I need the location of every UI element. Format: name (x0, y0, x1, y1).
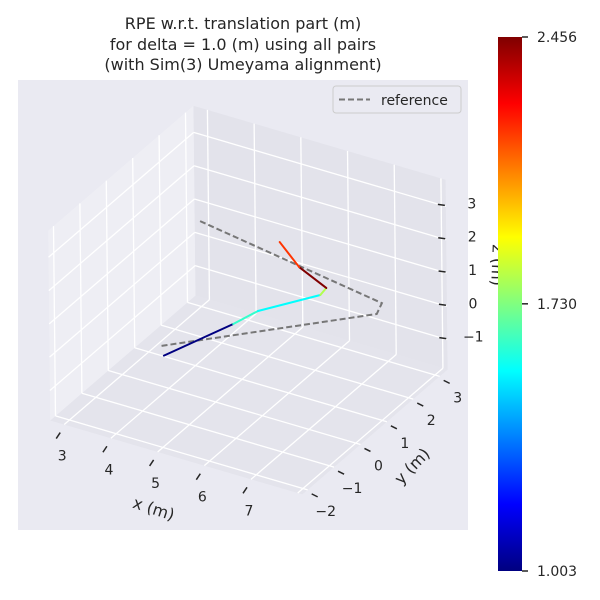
trajectory-segment (257, 293, 322, 312)
grid-y-side (79, 203, 83, 394)
x-tick (242, 486, 248, 494)
grid-y-floor (81, 392, 335, 468)
grid-x-floor (157, 326, 304, 453)
z-tick (437, 203, 445, 207)
z-tick-label: 2 (468, 230, 477, 246)
z-tick-label: 0 (468, 296, 477, 312)
grid-y-side (52, 226, 57, 416)
y-tick-label: 3 (453, 390, 462, 406)
grid-z-back (194, 264, 448, 341)
grid-x-back (393, 164, 397, 355)
grid-y-side (184, 112, 189, 303)
x-tick-label: 7 (245, 503, 254, 519)
legend-box (332, 85, 462, 114)
estimated-trajectory (162, 241, 328, 357)
grid-x-back (253, 123, 257, 314)
x-tick-label: 4 (104, 462, 113, 478)
grid-z-back (194, 231, 448, 307)
trajectory-segment (232, 309, 260, 326)
y-tick (337, 470, 345, 475)
x-tick (55, 432, 61, 439)
grid-z-side (48, 165, 195, 292)
grid-y-floor (55, 415, 308, 491)
trajectory-segment (278, 241, 301, 269)
colorbar-gradient (498, 37, 522, 571)
grid-y-floor (187, 301, 440, 378)
z-tick-label: 1 (468, 263, 477, 279)
colorbar-tick-label: 1.003 (537, 564, 577, 580)
grid-z-side (49, 231, 196, 358)
grid-z-back (193, 165, 447, 241)
x-tick (148, 459, 155, 467)
reference-line (159, 220, 384, 348)
grid-x-floor (250, 354, 397, 480)
chart-title-line-3: (with Sim(3) Umeyama alignment) (104, 55, 381, 74)
reference-trajectory (159, 220, 384, 348)
y-tick-label: −2 (315, 504, 336, 520)
grid-z-side (48, 131, 195, 258)
grid-y-side (132, 157, 136, 348)
y-tick-label: 0 (374, 458, 383, 474)
x-tick-label: 5 (151, 476, 160, 492)
y-tick (390, 425, 398, 430)
z-tick (438, 236, 446, 240)
grid-y-floor (108, 369, 361, 446)
grid-z-side (49, 265, 196, 391)
grid-z-side (48, 198, 195, 325)
back-pane (193, 105, 448, 370)
tick-labels: 3 4 5 6 7 −2 −1 0 1 2 3 −1 0 1 2 3 (58, 196, 484, 519)
z-tick (438, 303, 447, 307)
grid-x-floor (203, 340, 350, 467)
trajectory-segment (162, 323, 235, 357)
y-tick (416, 402, 424, 407)
z-tick-label: 3 (467, 196, 476, 212)
grid-x-floor (110, 312, 257, 439)
grid-y-side (158, 135, 162, 326)
chart-title-line-2: for delta = 1.0 (m) using all pairs (110, 35, 376, 54)
grid-z-back (194, 198, 447, 274)
axes-panes (48, 105, 448, 495)
grid-x-back (206, 109, 211, 300)
tick-marks (55, 203, 451, 498)
colorbar: 1.003 1.730 2.456 (498, 30, 577, 580)
chart-title-line-1: RPE w.r.t. translation part (m) (125, 14, 361, 33)
grid-x-floor (297, 367, 444, 494)
x-tick (102, 445, 108, 453)
z-tick (439, 336, 447, 340)
grid-x-back (346, 150, 351, 341)
x-tick (195, 473, 201, 481)
colorbar-tick-label: 1.730 (537, 297, 577, 313)
y-tick-label: 2 (427, 413, 436, 429)
grid-x-back (440, 178, 444, 369)
grid-z-back (193, 131, 447, 208)
y-tick-label: 1 (400, 436, 409, 452)
z-tick-label: −1 (463, 330, 484, 346)
trajectory-segment (319, 286, 328, 296)
y-tick-label: −1 (342, 481, 363, 497)
colorbar-tick-label: 2.456 (537, 30, 577, 46)
grid-lines (48, 109, 448, 494)
y-tick (443, 379, 451, 385)
side-pane (48, 105, 196, 421)
x-tick-label: 3 (58, 449, 67, 465)
y-tick (364, 447, 371, 453)
grid-x-floor (63, 299, 210, 426)
z-tick (438, 270, 446, 273)
grid-y-floor (134, 347, 388, 423)
legend-reference-label: reference (381, 93, 448, 109)
grid-x-back (300, 137, 304, 328)
floor-pane (50, 295, 448, 495)
trajectory-segment (298, 266, 328, 289)
x-tick-label: 6 (198, 490, 207, 506)
grid-y-side (105, 180, 109, 371)
legend: reference (332, 85, 462, 114)
y-tick (311, 493, 319, 498)
